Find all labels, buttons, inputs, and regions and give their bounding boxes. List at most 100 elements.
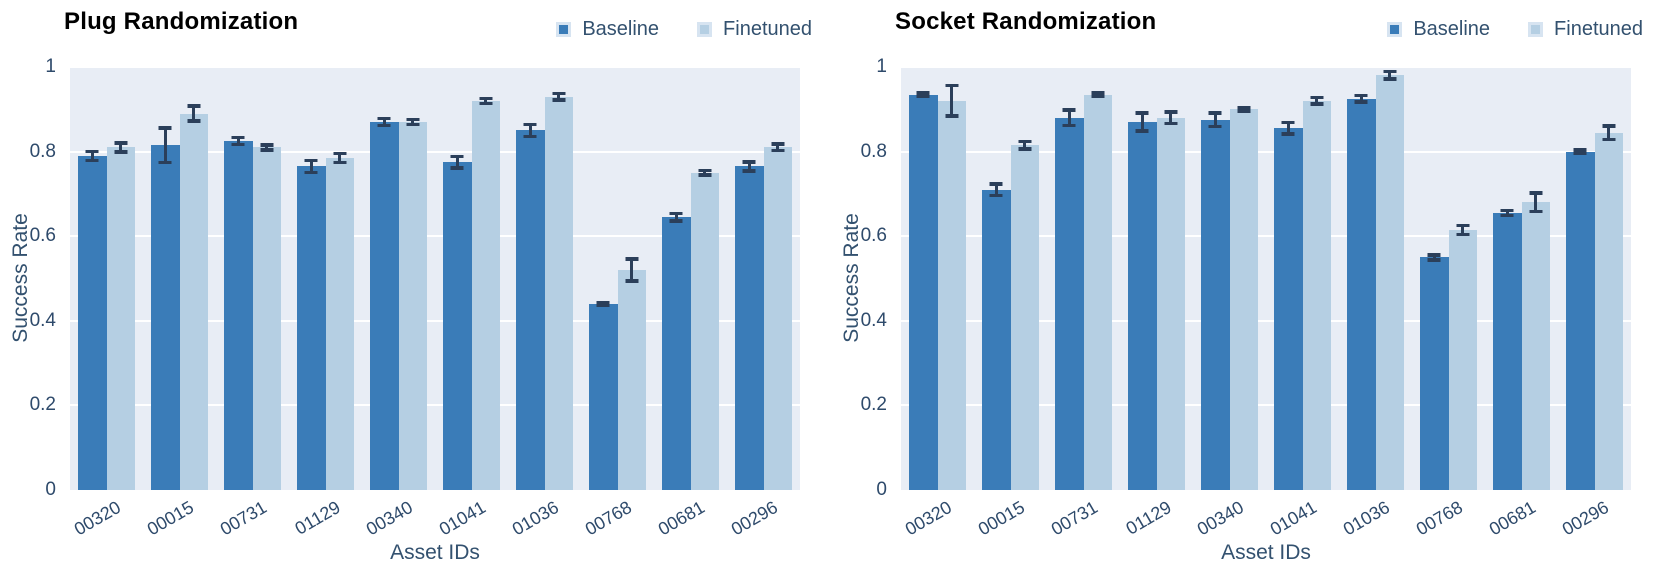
baseline-bar [662,67,691,490]
bar [617,270,646,490]
x-axis-title: Asset IDs [390,541,480,564]
gridline [70,235,800,238]
finetuned-bar [1083,67,1112,490]
x-tick-label: 01129 [291,497,344,539]
bar-group [143,67,216,490]
bar [1448,229,1477,490]
bar [370,122,399,490]
finetuned-bar [325,67,354,490]
y-tick-label: 1 [876,56,887,77]
bar [1274,128,1303,490]
bar-group [727,67,800,490]
error-bar [1505,208,1510,218]
plug-randomization-chart: Plug Randomization Baseline Finetuned Su… [0,0,830,579]
bar-group [581,67,654,490]
baseline-bar [1128,67,1157,490]
x-tick-label: 00015 [144,497,198,540]
error-bar [1533,191,1538,214]
error-bar [1578,148,1583,155]
bar-group [508,67,581,490]
baseline-bar [1055,67,1084,490]
baseline-bar [78,67,107,490]
y-axis-tick-labels: 0 0.2 0.4 0.6 0.8 1 [831,56,893,500]
legend-label-finetuned: Finetuned [1554,18,1643,40]
gridline [70,150,800,153]
x-tick-label: 00296 [728,497,782,540]
bar [471,100,500,490]
error-bar [118,141,123,154]
baseline-bar [909,67,938,490]
bar-group [974,67,1047,490]
gridline [901,66,1631,68]
error-bar [1022,139,1027,151]
gridline [70,66,800,68]
chart-title: Socket Randomization [895,8,1157,35]
baseline-bar [982,67,1011,490]
y-tick-label: 0.2 [860,394,887,416]
bar-group [654,67,727,490]
bar [1201,119,1230,490]
bar-group [1412,67,1485,490]
x-tick-label: 00320 [71,497,125,540]
bar [1347,98,1376,490]
y-tick-label: 0.2 [29,394,56,416]
finetuned-bar [1521,67,1550,490]
error-bar [382,116,387,128]
finetuned-bar [252,67,281,490]
baseline-bar [151,67,180,490]
y-tick-label: 0.6 [860,225,887,247]
bar [297,166,326,490]
error-bar [1286,120,1291,136]
error-bar [455,154,460,170]
x-axis-tick-labels: 00320 00015 00731 01129 00340 01041 01036 00768… [901,493,1631,545]
error-bar [1067,108,1072,128]
bar [106,147,135,490]
bar [1375,75,1404,490]
y-tick-label: 0 [876,479,887,500]
baseline-bar [1347,67,1376,490]
error-bar [601,300,606,308]
bar [544,96,573,490]
bar [1493,212,1522,490]
finetuned-swatch-icon [697,22,713,37]
error-bar [556,91,561,102]
x-tick-label: 00681 [655,497,709,540]
y-tick-label: 0.8 [29,140,56,162]
bar-group [1120,67,1193,490]
error-bar [309,158,314,175]
error-bar [1606,124,1611,142]
bar [179,113,208,490]
bar [1156,117,1185,490]
bar [690,172,719,490]
bar [1229,109,1258,490]
bar [735,166,764,490]
baseline-bar [1566,67,1595,490]
bar [1083,94,1112,490]
finetuned-bar [179,67,208,490]
bar [1010,145,1039,490]
bar-group [1558,67,1631,490]
error-bar [702,168,707,177]
x-tick-label: 00768 [582,497,636,540]
finetuned-bar [1010,67,1039,490]
y-tick-label: 0.8 [860,140,887,162]
finetuned-bar [1302,67,1331,490]
y-tick-label: 0.4 [860,309,887,331]
x-tick-label: 01041 [436,497,490,540]
x-tick-label: 01129 [1122,497,1175,539]
bar-group [1339,67,1412,490]
gridline [70,319,800,322]
bar [151,145,180,490]
error-bar [1241,105,1246,113]
error-bar [337,151,342,165]
baseline-bar [443,67,472,490]
legend: Baseline Finetuned [556,18,812,41]
error-bar [629,257,634,283]
bar [763,147,792,490]
bar [589,303,618,490]
error-bar [1460,223,1465,237]
bar [909,94,938,490]
x-tick-label: 01041 [1267,497,1321,540]
x-axis-tick-labels: 00320 00015 00731 01129 00340 01041 01036 00768… [70,493,800,545]
